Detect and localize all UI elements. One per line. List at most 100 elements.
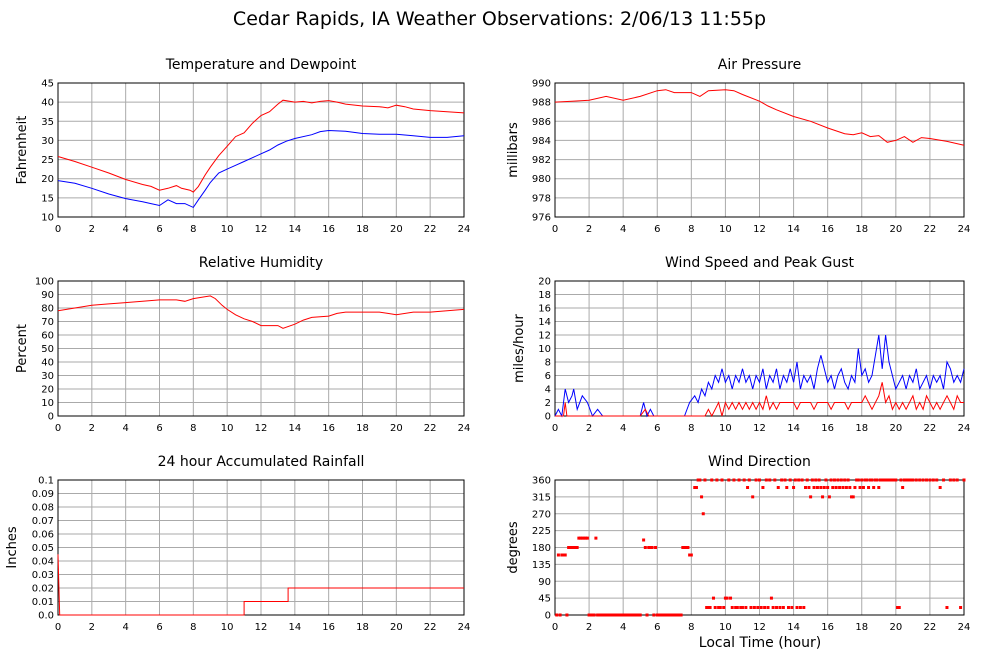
direction-point [596,613,600,617]
wind-x-tick-label: 20 [889,423,902,434]
temp-x-tick-label: 22 [424,224,437,235]
temp-y-tick-label: 10 [41,213,54,224]
direction-point [659,613,663,617]
direction-point [783,478,787,482]
direction-point [592,613,596,617]
direction-y-tick-label: 180 [532,543,551,554]
humidity-x-tick-label: 10 [221,423,234,434]
pressure-x-tick-label: 2 [586,224,592,235]
temp-y-tick-label: 45 [41,79,54,90]
humidity-y-tick-label: 80 [41,304,54,315]
direction-point [739,606,743,609]
direction-point [746,486,750,489]
direction-point [735,606,739,609]
direction-point [868,478,872,482]
direction-point [763,606,767,609]
direction-point [688,553,692,557]
direction-x-tick-label: 20 [889,622,902,633]
pressure-x-tick-label: 22 [924,224,937,235]
wind-x-tick-label: 24 [958,423,971,434]
direction-point [846,478,850,482]
rain-x-tick-label: 8 [190,622,196,633]
direction-point [918,478,922,482]
direction-point [720,478,724,482]
direction-point [775,606,779,609]
wind-x-tick-label: 4 [620,423,626,434]
direction-point [647,546,651,549]
temp-x-tick-label: 0 [55,224,61,235]
direction-point [785,486,789,489]
direction-point [637,613,641,617]
direction-point [810,478,814,482]
direction-point [771,606,775,609]
direction-point [761,486,765,489]
direction-point [555,613,559,617]
direction-point [715,478,719,482]
direction-point [867,486,871,489]
direction-x-tick-label: 14 [787,622,800,633]
temp-plot-frame [57,82,465,218]
temp-x-tick-label: 16 [322,224,335,235]
pressure-y-tick-label: 980 [532,174,551,185]
direction-point [780,478,784,482]
direction-point [793,478,797,482]
rain-x-tick-label: 6 [156,622,162,633]
wind-title: Wind Speed and Peak Gust [665,255,854,271]
temp-x-tick-label: 4 [122,224,128,235]
humidity-y-tick-label: 30 [41,371,54,382]
direction-point [584,536,588,540]
humidity-plot-frame [57,280,465,417]
direction-point [643,546,647,549]
direction-point [804,486,808,489]
direction-point [831,486,835,489]
direction-title: Wind Direction [708,454,811,470]
humidity-y-tick-label: 70 [41,317,54,328]
direction-point [870,478,874,482]
direction-point [626,613,630,617]
direction-point [602,613,606,617]
pressure-y-axis-label: millibars [506,122,521,178]
direction-point [759,606,763,609]
rain-y-tick-label: 0.01 [32,597,54,608]
direction-point [674,613,678,617]
pressure-y-tick-label: 976 [532,213,551,224]
direction-y-tick-label: 360 [532,476,551,487]
direction-point [907,478,911,482]
direction-point [703,478,707,482]
humidity-y-tick-label: 90 [41,290,54,301]
direction-point [727,478,731,482]
direction-point [766,606,770,609]
direction-point [858,486,862,489]
direction-point [836,478,840,482]
direction-x-tick-label: 24 [958,622,971,633]
direction-x-tick-label: 6 [654,622,660,633]
direction-y-tick-label: 270 [532,509,551,520]
direction-point [718,606,722,609]
direction-point [855,478,859,482]
direction-y-axis-label: degrees [506,521,521,574]
wind-y-tick-label: 8 [545,358,551,369]
pressure-x-tick-label: 8 [688,224,694,235]
direction-point [911,478,915,482]
direction-point [897,606,901,609]
wind-x-tick-label: 0 [552,423,558,434]
direction-point [815,486,819,489]
direction-point [848,486,852,489]
direction-point [686,546,690,549]
direction-point [585,536,589,540]
wind-y-axis-label: miles/hour [512,313,527,382]
temp-x-tick-label: 8 [190,224,196,235]
direction-point [756,606,760,609]
direction-point [882,478,886,482]
temp-x-tick-label: 18 [356,224,369,235]
rain-plot-frame [57,479,465,616]
rain-y-axis-label: Inches [5,526,20,568]
temp-series-line-blue [57,129,465,209]
wind-y-tick-label: 18 [538,290,551,301]
direction-point [829,478,833,482]
wind-x-tick-label: 22 [924,423,937,434]
direction-point [856,478,860,482]
rain-y-tick-label: 0.0 [38,611,54,622]
humidity-x-tick-label: 14 [288,423,301,434]
direction-point [952,478,956,482]
